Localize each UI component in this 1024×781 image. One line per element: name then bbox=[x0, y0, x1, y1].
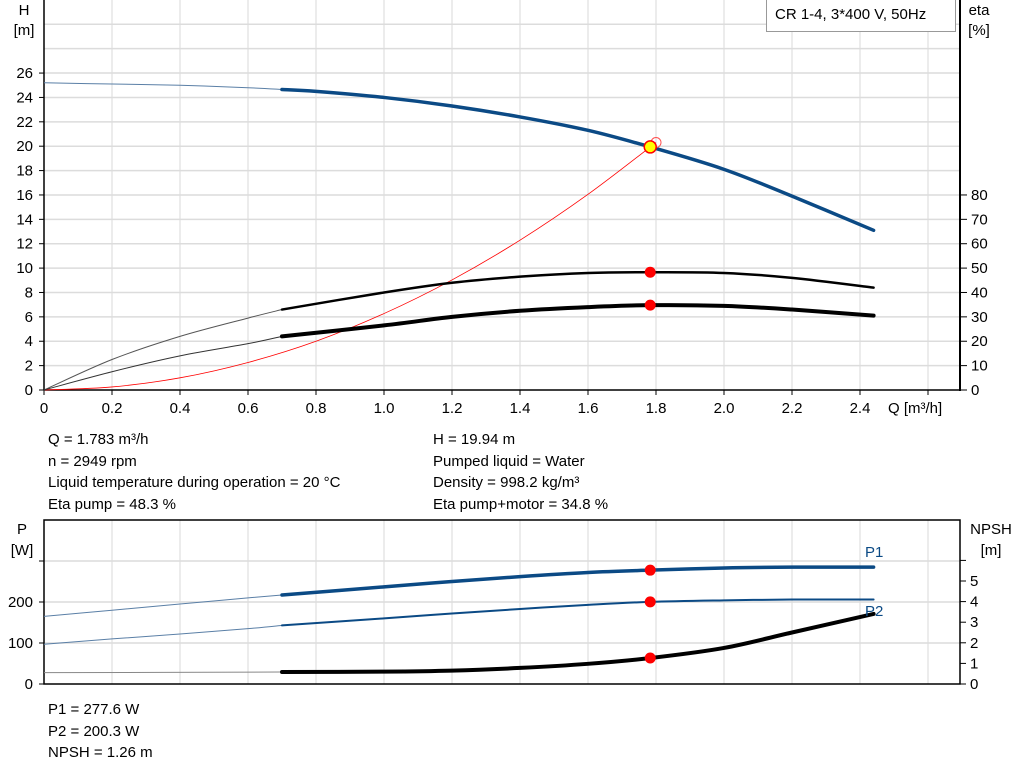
system-curve bbox=[43, 142, 657, 391]
x-axis-label: Q [m³/h] bbox=[888, 400, 942, 417]
duty-point-npsh bbox=[644, 652, 656, 664]
y2-tick-label: 80 bbox=[971, 187, 988, 204]
p2-curve-extrapolated bbox=[43, 624, 283, 645]
x-tick-label: 1.2 bbox=[442, 400, 463, 417]
x-tick-label: 2.0 bbox=[714, 400, 735, 417]
y-tick-label: 200 bbox=[8, 594, 33, 611]
x-tick-label: 2.2 bbox=[782, 400, 803, 417]
y-tick-label: 8 bbox=[25, 284, 33, 301]
y-tick-label: 20 bbox=[16, 138, 33, 155]
y-tick-label: 100 bbox=[8, 635, 33, 652]
y2-tick-label: 40 bbox=[971, 284, 988, 301]
y-tick-label: 16 bbox=[16, 187, 33, 204]
x-tick-label: 0.8 bbox=[306, 400, 327, 417]
legend-text: CR 1-4, 3*400 V, 50Hz bbox=[775, 6, 927, 23]
info-eta-pump-motor: Eta pump+motor = 34.8 % bbox=[433, 495, 609, 513]
y-tick-label: 24 bbox=[16, 89, 33, 106]
eta-pump-motor-curve-extrapolated bbox=[43, 335, 283, 391]
y-axis-label: H bbox=[19, 2, 30, 19]
p1-series-label: P1 bbox=[865, 544, 883, 561]
p1-curve-extrapolated bbox=[43, 594, 283, 617]
p1-curve bbox=[280, 565, 876, 597]
head-curve-extrapolated bbox=[43, 82, 283, 91]
y2-tick-label: 70 bbox=[971, 211, 988, 228]
x-tick-label: 0.4 bbox=[170, 400, 191, 417]
y2-tick-label: 5 bbox=[970, 573, 978, 590]
x-tick-label: 1.0 bbox=[374, 400, 395, 417]
eta-pump-motor-curve bbox=[280, 303, 876, 339]
y2-tick-label: 3 bbox=[970, 614, 978, 631]
info-npsh: NPSH = 1.26 m bbox=[48, 744, 153, 761]
y-tick-label: 22 bbox=[16, 114, 33, 131]
info-q: Q = 1.783 m³/h bbox=[48, 431, 149, 448]
x-tick-label: 0 bbox=[40, 400, 48, 417]
y-tick-label: 6 bbox=[25, 309, 33, 326]
info-h: H = 19.94 m bbox=[433, 431, 516, 448]
y2-tick-label: 1 bbox=[970, 655, 978, 672]
info-eta-pump: Eta pump = 48.3 % bbox=[48, 495, 176, 513]
x-tick-label: 2.4 bbox=[850, 400, 871, 417]
x-tick-label: 1.6 bbox=[578, 400, 599, 417]
x-tick-label: 1.4 bbox=[510, 400, 531, 417]
chart-legend: CR 1-4, 3*400 V, 50Hz bbox=[766, 0, 956, 32]
x-tick-label: 0.6 bbox=[238, 400, 259, 417]
npsh-curve bbox=[280, 611, 876, 675]
y2-tick-label: 4 bbox=[970, 594, 978, 611]
eta-pump-curve bbox=[280, 270, 875, 311]
y-tick-label: 14 bbox=[16, 211, 33, 228]
y2-axis-label: eta bbox=[969, 2, 991, 19]
x-tick-label: 1.8 bbox=[646, 400, 667, 417]
y-tick-label: 26 bbox=[16, 65, 33, 82]
x-tick-label: 0.2 bbox=[102, 400, 123, 417]
y-tick-label: 12 bbox=[16, 236, 33, 253]
info-liquid-temp: Liquid temperature during operation = 20… bbox=[48, 474, 341, 491]
info-top-right: H = 19.94 m Pumped liquid = Water Densit… bbox=[433, 429, 608, 515]
duty-point-p1 bbox=[644, 564, 656, 576]
y2-axis-label: NPSH bbox=[970, 521, 1012, 538]
y-tick-label: 0 bbox=[25, 676, 33, 693]
y2-tick-label: 0 bbox=[970, 676, 978, 693]
info-top-left: Q = 1.783 m³/h n = 2949 rpm Liquid tempe… bbox=[48, 429, 340, 515]
y-tick-label: 4 bbox=[25, 333, 33, 350]
y2-tick-label: 20 bbox=[971, 333, 988, 350]
y2-axis-unit: [m] bbox=[981, 542, 1002, 559]
eta-pump-curve-extrapolated bbox=[43, 309, 283, 391]
duty-point-eta-pump-motor bbox=[644, 299, 656, 311]
info-n: n = 2949 rpm bbox=[48, 452, 137, 470]
y2-tick-label: 30 bbox=[971, 309, 988, 326]
p2-curve bbox=[281, 598, 875, 627]
duty-point-eta-pump bbox=[644, 266, 656, 278]
y2-tick-label: 10 bbox=[971, 358, 988, 375]
y2-axis-unit: [%] bbox=[968, 22, 990, 39]
y-tick-label: 18 bbox=[16, 163, 33, 180]
y2-tick-label: 50 bbox=[971, 260, 988, 277]
info-bottom: P1 = 277.6 W P2 = 200.3 W NPSH = 1.26 m bbox=[48, 699, 153, 764]
info-density: Density = 998.2 kg/m³ bbox=[433, 474, 580, 491]
y-axis-unit: [W] bbox=[11, 542, 34, 559]
y-tick-label: 10 bbox=[16, 260, 33, 277]
y2-tick-label: 60 bbox=[971, 236, 988, 253]
y2-tick-label: 2 bbox=[970, 635, 978, 652]
npsh-curve-extrapolated bbox=[43, 671, 283, 674]
y-axis-label: P bbox=[17, 521, 27, 538]
info-p1: P1 = 277.6 W bbox=[48, 701, 140, 718]
y-tick-label: 2 bbox=[25, 358, 33, 375]
duty-point-head bbox=[643, 140, 657, 154]
info-pumped-liquid: Pumped liquid = Water bbox=[433, 452, 585, 470]
head-curve bbox=[280, 87, 876, 233]
y-tick-label: 0 bbox=[25, 382, 33, 399]
duty-point-p2 bbox=[644, 596, 656, 608]
p2-series-label: P2 bbox=[865, 603, 883, 620]
info-p2: P2 = 200.3 W bbox=[48, 722, 140, 740]
y2-tick-label: 0 bbox=[971, 382, 979, 399]
y-axis-unit: [m] bbox=[14, 22, 35, 39]
